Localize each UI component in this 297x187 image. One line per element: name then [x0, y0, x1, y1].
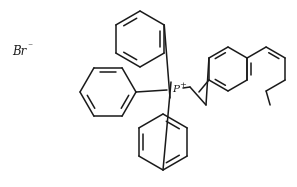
- Text: +: +: [180, 81, 187, 89]
- Text: ⁻: ⁻: [27, 42, 32, 51]
- Text: Br: Br: [12, 45, 26, 57]
- Text: P: P: [173, 85, 179, 94]
